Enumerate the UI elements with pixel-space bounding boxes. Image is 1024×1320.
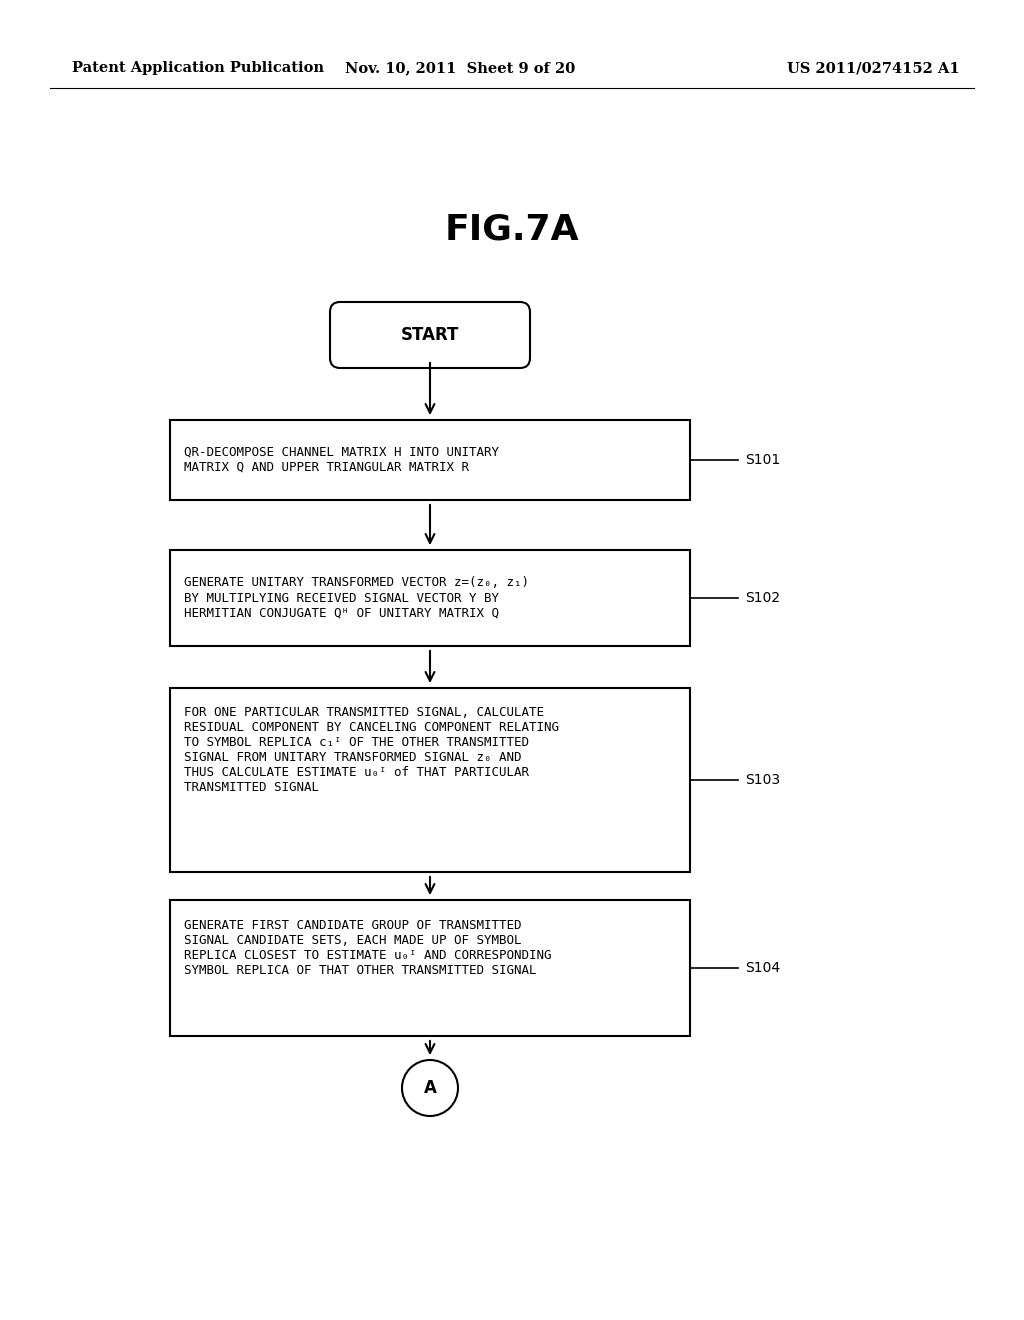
Bar [170,900,690,1036]
Text: FIG.7A: FIG.7A [444,213,580,247]
Text: S101: S101 [745,453,780,467]
Circle shape [402,1060,458,1115]
Text: Nov. 10, 2011  Sheet 9 of 20: Nov. 10, 2011 Sheet 9 of 20 [345,61,575,75]
Text: QR-DECOMPOSE CHANNEL MATRIX H INTO UNITARY
MATRIX Q AND UPPER TRIANGULAR MATRIX : QR-DECOMPOSE CHANNEL MATRIX H INTO UNITA… [184,446,499,474]
Text: GENERATE UNITARY TRANSFORMED VECTOR z=(z₀, z₁)
BY MULTIPLYING RECEIVED SIGNAL VE: GENERATE UNITARY TRANSFORMED VECTOR z=(z… [184,577,529,619]
Text: FOR ONE PARTICULAR TRANSMITTED SIGNAL, CALCULATE
RESIDUAL COMPONENT BY CANCELING: FOR ONE PARTICULAR TRANSMITTED SIGNAL, C… [184,706,559,795]
Text: Patent Application Publication: Patent Application Publication [72,61,324,75]
Text: US 2011/0274152 A1: US 2011/0274152 A1 [787,61,961,75]
Bar [170,550,690,645]
Text: A: A [424,1078,436,1097]
Text: START: START [400,326,459,345]
Text: GENERATE FIRST CANDIDATE GROUP OF TRANSMITTED
SIGNAL CANDIDATE SETS, EACH MADE U: GENERATE FIRST CANDIDATE GROUP OF TRANSM… [184,919,552,977]
Bar [170,688,690,873]
Bar [170,420,690,500]
FancyBboxPatch shape [330,302,530,368]
Text: S103: S103 [745,774,780,787]
Text: S102: S102 [745,591,780,605]
Text: S104: S104 [745,961,780,975]
